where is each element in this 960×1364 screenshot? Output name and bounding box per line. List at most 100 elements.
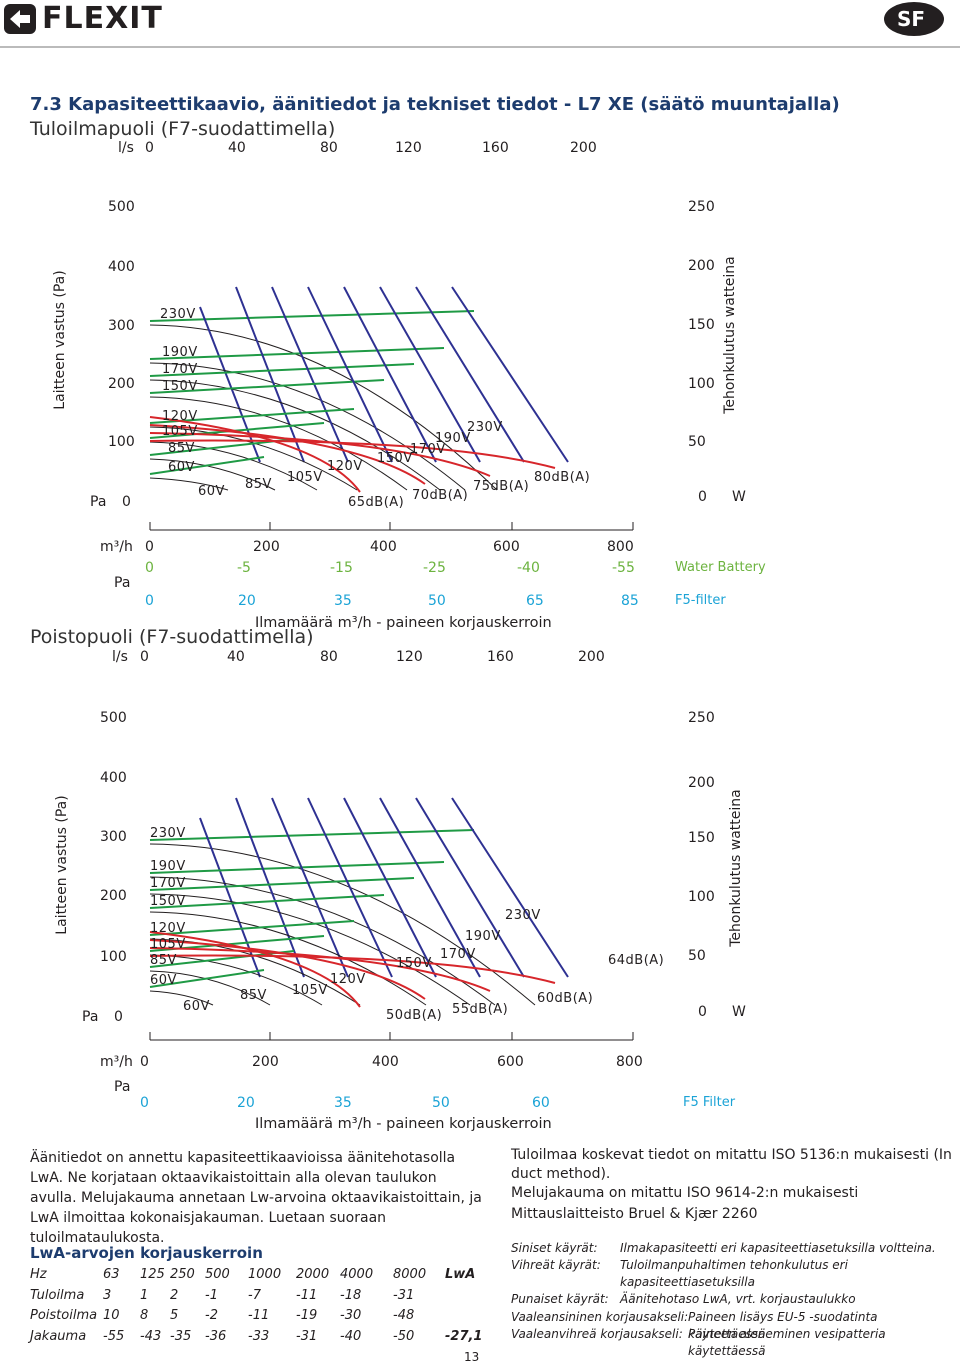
x-axis-title: Ilmamäärä m³/h - paineen korjauskerroin: [255, 615, 552, 631]
voltage-label: 60V: [168, 460, 195, 475]
w-tick: 250: [688, 199, 715, 215]
f5-value: 20: [238, 593, 256, 609]
voltage-label: 120V: [330, 972, 366, 987]
fan-curve: [149, 379, 441, 491]
blue-curve: [307, 286, 393, 463]
table-cell: -33: [248, 1328, 270, 1344]
w-tick: 50: [688, 948, 706, 964]
m3h-tick: 400: [370, 539, 397, 555]
table-cell: -11: [296, 1287, 318, 1303]
logo-icon: [4, 4, 36, 34]
table-cell: 500: [205, 1267, 230, 1282]
ls-label: l/s: [118, 140, 134, 156]
m3h-tick: 600: [493, 539, 520, 555]
red-curve: [149, 947, 491, 992]
table-cell: LwA: [445, 1267, 476, 1282]
f5-value: 50: [432, 1095, 450, 1111]
chart-subtitle: Poistopuoli (F7-suodattimella): [30, 626, 314, 648]
ls-tick: 80: [320, 140, 338, 156]
table-cell: -18: [340, 1287, 362, 1303]
table-cell: -48: [393, 1308, 415, 1323]
f5-value: 0: [145, 593, 154, 609]
chart-subtitle: Tuloilmapuoli (F7-suodattimella): [30, 118, 336, 140]
blue-curve: [379, 286, 481, 463]
blue-curve: [307, 797, 393, 978]
table-cell: -50: [393, 1328, 415, 1344]
ls-tick: 200: [570, 140, 597, 156]
voltage-label: 85V: [150, 953, 177, 968]
table-cell: 10: [103, 1308, 120, 1323]
pa-tick: 400: [108, 259, 135, 275]
right-paragraph: Melujakauma on mitattu ISO 9614-2:n muka…: [511, 1185, 859, 1201]
f5-value: 60: [532, 1095, 550, 1111]
sound-paragraph: Äänitiedot on annettu kapasiteettikaavio…: [30, 1150, 482, 1246]
table-cell: 3: [103, 1287, 112, 1303]
m3h-label: m³/h: [100, 1054, 133, 1070]
voltage-label: 170V: [440, 947, 476, 962]
blue-curve: [235, 286, 305, 463]
legend-key: Vihreät käyrät:: [511, 1258, 601, 1272]
lang-label: SF: [897, 7, 926, 31]
correction-pa-label: Pa: [114, 575, 131, 591]
red-curve: [149, 939, 426, 1000]
voltage-label: 105V: [162, 424, 198, 439]
table-cell: -2: [205, 1308, 218, 1323]
table-cell: Poistoilma: [30, 1308, 98, 1323]
pa-tick: 0: [122, 494, 131, 510]
pa-tick: 200: [100, 888, 127, 904]
table-cell: -40: [340, 1328, 362, 1344]
w-label: W: [732, 1004, 746, 1020]
voltage-label: 150V: [162, 379, 198, 394]
voltage-label: 230V: [150, 826, 186, 841]
ls-tick: 40: [227, 649, 245, 665]
green-curve: [149, 363, 415, 377]
table-cell: -27,1: [445, 1328, 483, 1344]
voltage-label: 190V: [465, 929, 501, 944]
blue-curve: [343, 797, 437, 978]
f5-value: 35: [334, 593, 352, 609]
table-cell: 125: [140, 1267, 165, 1282]
table-cell: -36: [205, 1328, 227, 1344]
db-label: 80dB(A): [534, 470, 591, 485]
blue-curve: [235, 797, 305, 978]
table-cell: -43: [140, 1328, 162, 1344]
green-curve: [149, 894, 385, 909]
y2-axis-title: Tehonkulutus watteina: [722, 256, 738, 414]
pa-tick: 0: [114, 1009, 123, 1025]
m3h-tick: 600: [497, 1054, 524, 1070]
table-cell: -19: [296, 1308, 318, 1323]
voltage-label: 60V: [150, 973, 177, 988]
right-paragraph: Tuloilmaa koskevat tiedot on mitattu ISO…: [511, 1147, 952, 1182]
ls-tick: 120: [395, 140, 422, 156]
water-battery-value: -25: [423, 560, 446, 576]
m3h-tick: 0: [145, 539, 154, 555]
lang-badge: [884, 2, 944, 36]
table-cell: -7: [248, 1287, 261, 1303]
ls-tick: 120: [396, 649, 423, 665]
green-curve: [149, 969, 265, 988]
voltage-label: 85V: [240, 988, 267, 1003]
w-tick: 250: [688, 710, 715, 726]
voltage-label: 85V: [245, 477, 272, 492]
voltage-label: 105V: [150, 937, 186, 952]
w-tick: 150: [688, 830, 715, 846]
ls-tick: 160: [482, 140, 509, 156]
pa-tick: 100: [100, 949, 127, 965]
red-curve: [149, 931, 361, 1008]
ls-tick: 200: [578, 649, 605, 665]
ls-label: l/s: [112, 649, 128, 665]
green-curve: [149, 950, 295, 968]
legend-text: Tuloilmanpuhaltimen tehonkulutus eri kap…: [620, 1258, 848, 1289]
w-tick: 0: [698, 1004, 707, 1020]
voltage-label: 190V: [150, 859, 186, 874]
legend-text: Paineen aleneminen vesipatteria käytettä…: [688, 1327, 886, 1358]
table-cell: Hz: [30, 1267, 47, 1282]
table-cell: -31: [393, 1287, 415, 1303]
f5-value: 0: [140, 1095, 149, 1111]
voltage-label: 60V: [183, 999, 210, 1014]
table-cell: 1000: [248, 1267, 282, 1282]
table-cell: Tuloilma: [30, 1287, 85, 1303]
voltage-label: 230V: [505, 908, 541, 923]
pa-tick: 500: [108, 199, 135, 215]
